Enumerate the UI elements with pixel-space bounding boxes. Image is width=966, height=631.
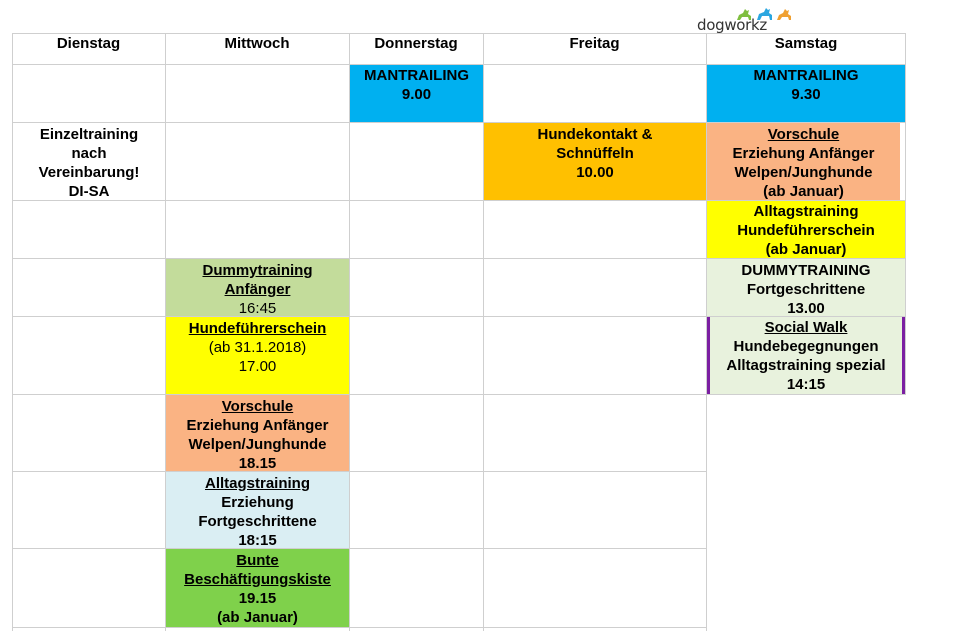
hundekontakt-title1: Hundekontakt & xyxy=(537,126,653,143)
hundefuehrer-title: Hundeführerschein xyxy=(188,320,327,337)
samstag-social-walk: Social Walk Hundebegegnungen Alltagstrai… xyxy=(707,317,905,394)
mantrailing-sa-time: 9.30 xyxy=(791,86,821,103)
mittwoch-alltagstraining: Alltagstraining Erziehung Fortgeschritte… xyxy=(166,472,349,549)
grid-vline xyxy=(483,33,484,631)
hundefuehrer-date: (ab 31.1.2018) xyxy=(208,339,307,356)
bunte-title2: Beschäftigungskiste xyxy=(184,571,331,588)
sa-dummy-time: 13.00 xyxy=(787,300,825,317)
alltag-line3: Fortgeschrittene xyxy=(198,513,317,530)
bunte-note: (ab Januar) xyxy=(217,609,298,626)
grid-hline xyxy=(12,122,906,123)
mittwoch-bunte-kiste: Bunte Beschäftigungskiste 19.15 (ab Janu… xyxy=(166,549,349,627)
grid-vline xyxy=(349,33,350,631)
header-mittwoch: Mittwoch xyxy=(224,35,290,52)
sa-alltag-title1: Alltagstraining xyxy=(753,203,859,220)
einzel-line-1: Einzeltraining xyxy=(39,126,139,143)
alltag-time: 18:15 xyxy=(238,532,277,549)
vorschule-line3: Welpen/Junghunde xyxy=(188,436,327,453)
sa-alltag-title2: Hundeführerschein xyxy=(737,222,875,239)
social-line3: Alltagstraining spezial xyxy=(726,357,886,374)
mantrailing-sa-title: MANTRAILING xyxy=(753,67,859,84)
vorschule-title: Vorschule xyxy=(221,398,294,415)
bunte-title1: Bunte xyxy=(236,552,279,569)
grid-hline xyxy=(12,627,706,628)
sa-alltag-note: (ab Januar) xyxy=(765,241,847,258)
grid-vline xyxy=(165,33,166,631)
sa-dummy-line2: Fortgeschrittene xyxy=(746,281,866,298)
freitag-hundekontakt: Hundekontakt & Schnüffeln 10.00 xyxy=(484,123,706,200)
hundefuehrer-time: 17.00 xyxy=(238,358,277,375)
samstag-vorschule: Vorschule Erziehung Anfänger Welpen/Jung… xyxy=(707,123,900,200)
sa-dummy-title: DUMMYTRAINING xyxy=(741,262,871,279)
einzel-line-4: DI-SA xyxy=(68,183,110,200)
samstag-dummytraining: DUMMYTRAINING Fortgeschrittene 13.00 xyxy=(707,259,905,317)
mittwoch-dummytraining: Dummytraining Anfänger 16:45 xyxy=(166,259,349,317)
grid-hline xyxy=(12,258,906,259)
social-time: 14:15 xyxy=(786,376,826,393)
grid-vline xyxy=(905,33,906,394)
social-line2: Hundebegegnungen xyxy=(733,338,879,355)
mantrailing-do-title: MANTRAILING xyxy=(364,67,469,84)
header-freitag: Freitag xyxy=(569,35,620,52)
grid-vline xyxy=(12,33,13,631)
alltag-title: Alltagstraining xyxy=(204,475,310,492)
sa-vorschule-line3: Welpen/Junghunde xyxy=(734,164,873,181)
dummy-time: 16:45 xyxy=(238,300,277,317)
donnerstag-mantrailing: MANTRAILING 9.00 xyxy=(350,65,483,122)
sa-vorschule-line2: Erziehung Anfänger xyxy=(732,145,875,162)
vorschule-time: 18.15 xyxy=(238,455,277,472)
dogworkz-logo: dogworkz xyxy=(697,6,791,34)
grid-hline xyxy=(12,64,906,65)
header-donnerstag: Donnerstag xyxy=(374,35,458,52)
sa-vorschule-note: (ab Januar) xyxy=(763,183,844,200)
grid-hline xyxy=(12,471,706,472)
mittwoch-vorschule: Vorschule Erziehung Anfänger Welpen/Jung… xyxy=(166,395,349,472)
grid-hline xyxy=(12,33,906,34)
grid-hline xyxy=(12,548,706,549)
dienstag-einzeltraining: Einzeltraining nach Vereinbarung! DI-SA xyxy=(13,123,165,200)
header-dienstag: Dienstag xyxy=(56,35,121,52)
einzel-line-2: nach xyxy=(71,145,107,162)
grid-vline xyxy=(706,33,707,631)
dog-silhouettes-icon xyxy=(737,8,791,20)
alltag-line2: Erziehung xyxy=(221,494,294,511)
dummy-title: Dummytraining Anfänger xyxy=(202,262,313,298)
grid-hline xyxy=(12,316,906,317)
bunte-time: 19.15 xyxy=(238,590,277,607)
samstag-mantrailing: MANTRAILING 9.30 xyxy=(707,65,905,122)
mantrailing-do-time: 9.00 xyxy=(401,86,432,103)
grid-hline xyxy=(12,200,906,201)
logo-text: dogworkz xyxy=(697,16,767,34)
sa-vorschule-title: Vorschule xyxy=(767,126,840,143)
social-title: Social Walk xyxy=(764,319,848,336)
header-samstag: Samstag xyxy=(774,35,838,52)
grid-hline xyxy=(12,394,906,395)
hundekontakt-time: 10.00 xyxy=(576,164,614,181)
hundekontakt-title2: Schnüffeln xyxy=(556,145,634,162)
vorschule-line2: Erziehung Anfänger xyxy=(186,417,329,434)
samstag-alltagstraining: Alltagstraining Hundeführerschein (ab Ja… xyxy=(707,201,905,258)
mittwoch-hundefuehrerschein: Hundeführerschein (ab 31.1.2018) 17.00 xyxy=(166,317,349,394)
einzel-line-3: Vereinbarung! xyxy=(38,164,140,181)
